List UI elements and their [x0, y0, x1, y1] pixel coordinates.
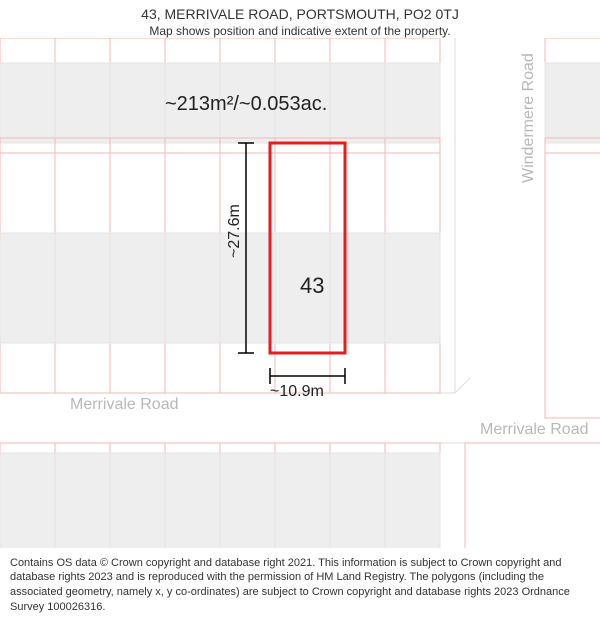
copyright-footer: Contains OS data © Crown copyright and d…	[0, 550, 600, 625]
width-measurement: ~10.9m	[270, 383, 324, 401]
page-subtitle: Map shows position and indicative extent…	[0, 24, 600, 38]
area-measurement: ~213m²/~0.053ac.	[165, 93, 327, 116]
page-title: 43, MERRIVALE ROAD, PORTSMOUTH, PO2 0TJ	[0, 6, 600, 22]
map-canvas: ~213m²/~0.053ac. ~27.6m ~10.9m 43 Merriv…	[0, 38, 600, 548]
depth-measurement: ~27.6m	[226, 204, 244, 258]
road-label-merrivale-right: Merrivale Road	[480, 421, 588, 439]
house-number-label: 43	[300, 273, 324, 299]
road-label-merrivale-left: Merrivale Road	[70, 396, 178, 414]
road-label-windermere: Windermere Road	[520, 53, 538, 183]
